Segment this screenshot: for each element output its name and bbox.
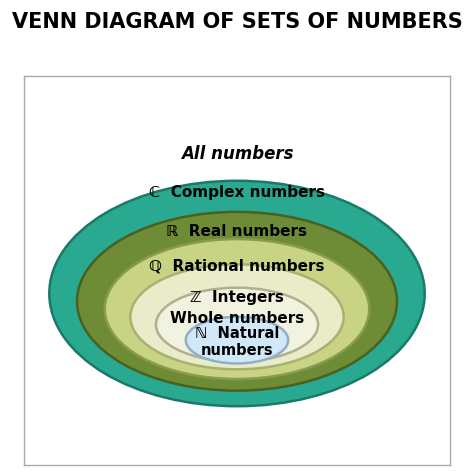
Ellipse shape <box>105 239 369 379</box>
Text: All numbers: All numbers <box>181 145 293 163</box>
Ellipse shape <box>130 264 344 369</box>
Ellipse shape <box>186 317 288 364</box>
Ellipse shape <box>49 181 425 406</box>
Ellipse shape <box>156 288 318 362</box>
Ellipse shape <box>77 212 397 391</box>
Text: ℚ  Rational numbers: ℚ Rational numbers <box>149 259 325 274</box>
Text: Whole numbers: Whole numbers <box>170 311 304 326</box>
Text: ℝ  Real numbers: ℝ Real numbers <box>166 224 308 239</box>
Text: ℤ  Integers: ℤ Integers <box>190 290 284 305</box>
Text: ℂ  Complex numbers: ℂ Complex numbers <box>149 185 325 200</box>
Text: VENN DIAGRAM OF SETS OF NUMBERS: VENN DIAGRAM OF SETS OF NUMBERS <box>12 12 462 32</box>
Text: ℕ  Natural
numbers: ℕ Natural numbers <box>195 326 279 358</box>
